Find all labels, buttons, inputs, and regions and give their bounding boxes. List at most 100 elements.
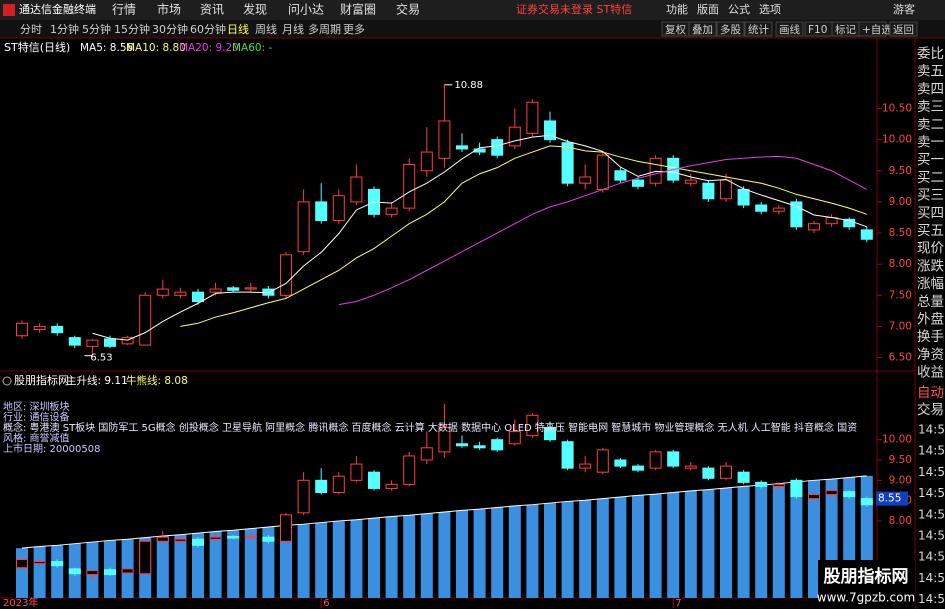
menu-item[interactable]: 发现 [243, 2, 267, 17]
candle-body [192, 291, 204, 303]
quote-label: 买五 [917, 223, 944, 239]
menu-item[interactable]: 财富圈 [340, 2, 376, 17]
candle-body [33, 561, 46, 565]
period-tab[interactable]: 5分钟 [82, 22, 111, 36]
mode-label[interactable]: 交易 [917, 401, 944, 418]
candle-body [808, 494, 820, 500]
tool-button-label[interactable]: 叠加 [692, 24, 713, 36]
quote-label: 买二 [917, 170, 944, 186]
bar [790, 481, 803, 598]
candle-body [825, 489, 838, 496]
chart-title: ST特信(日线) [4, 40, 70, 54]
tool-button-label[interactable]: 复权 [665, 23, 686, 36]
candle-body [156, 288, 169, 296]
quote-label: 委比 [917, 46, 944, 62]
bar [772, 483, 785, 598]
candle-body [403, 455, 416, 485]
quote-label: 卖一 [917, 135, 944, 151]
bar [632, 495, 644, 598]
candle-body [526, 414, 539, 437]
bar [209, 531, 222, 598]
ma-line [338, 155, 868, 306]
tool-button[interactable] [716, 21, 745, 37]
tick-time: 14:56 [918, 486, 945, 500]
tool-button[interactable] [858, 21, 887, 37]
menu-item[interactable]: 版面 [697, 2, 719, 16]
period-tab[interactable]: 30分钟 [152, 22, 188, 36]
quote-label: 卖二 [917, 117, 944, 133]
bar [456, 510, 468, 598]
period-tab[interactable]: 日线 [227, 22, 249, 36]
tool-button-label[interactable]: 返回 [893, 24, 914, 36]
menu-item[interactable]: 行情 [112, 3, 136, 17]
candle-body [667, 451, 680, 467]
tool-button-label[interactable]: 统计 [748, 23, 769, 36]
candle-body [227, 535, 240, 539]
tick-time: 14:56 [918, 550, 945, 564]
tool-button-label[interactable]: +自选 [862, 23, 892, 36]
period-tab[interactable]: 15分钟 [114, 22, 150, 36]
candle-body [684, 179, 697, 184]
mode-label[interactable]: 自动 [917, 385, 944, 401]
quote-label: 换手 [917, 329, 944, 345]
menu-item[interactable]: 问小达 [288, 3, 324, 17]
menu-item[interactable]: 选项 [759, 3, 781, 16]
stock-info: 风格: 商誉减值 [3, 432, 70, 445]
tick-time: 14:56 [918, 423, 945, 437]
candle-body [544, 427, 556, 441]
candle-body [33, 325, 46, 331]
period-tab[interactable]: 多周期 [308, 22, 341, 36]
bar [192, 533, 204, 598]
menu-item[interactable]: 市场 [157, 2, 181, 17]
ma-line [180, 145, 867, 327]
quote-label: 涨跌 [917, 258, 945, 274]
bar [350, 519, 363, 598]
indicator-icon[interactable] [2, 376, 12, 386]
period-tab[interactable]: 月线 [282, 22, 304, 36]
bar [156, 535, 169, 598]
tick-time: 14:56 [918, 592, 945, 606]
quote-label: 总量 [917, 294, 944, 310]
candle-body [280, 254, 292, 296]
period-tab[interactable]: 60分钟 [190, 22, 226, 36]
y-tick-label: 7.50 [889, 289, 912, 301]
tool-button-label[interactable]: 标记 [835, 24, 856, 36]
period-tab[interactable]: 1分钟 [50, 22, 79, 36]
menu-item[interactable]: 交易 [396, 2, 420, 17]
candle-body [614, 459, 627, 467]
quote-label: 收益 [917, 365, 944, 381]
menu-item[interactable]: 功能 [666, 2, 688, 16]
candle-body [508, 126, 521, 147]
bar [579, 500, 592, 598]
tool-button[interactable] [688, 21, 717, 37]
tool-button-label[interactable]: F10 [808, 24, 827, 36]
bar [16, 548, 28, 598]
candle-body [192, 538, 204, 546]
stock-info: 行业: 通信设备 [3, 411, 70, 424]
menu-item[interactable]: 公式 [728, 3, 750, 16]
tick-time: 14:56 [918, 444, 945, 458]
candle-body [790, 201, 803, 228]
tool-button-label[interactable]: 多股 [720, 23, 741, 36]
candle-body [350, 176, 363, 203]
tool-button-label[interactable]: 画线 [779, 23, 800, 36]
period-tab[interactable]: 更多 [343, 22, 365, 36]
period-tab[interactable]: 分时 [20, 23, 42, 36]
menu-item[interactable]: 资讯 [200, 3, 224, 17]
tool-button[interactable] [889, 21, 918, 37]
y-tick-label: 10.50 [882, 102, 912, 114]
candle-body [737, 188, 750, 206]
tick-time: 14:56 [918, 507, 945, 521]
y-tick-label: 8.00 [889, 515, 912, 527]
user[interactable]: 游客 [893, 2, 915, 16]
bar [332, 520, 345, 598]
period-tab[interactable]: 周线 [255, 22, 277, 36]
tool-button[interactable] [775, 21, 804, 37]
candle-body [579, 176, 592, 184]
candle-body [16, 559, 28, 569]
legend-entry: 牛熊线: 8.08 [126, 374, 188, 387]
tool-button[interactable] [744, 21, 773, 37]
